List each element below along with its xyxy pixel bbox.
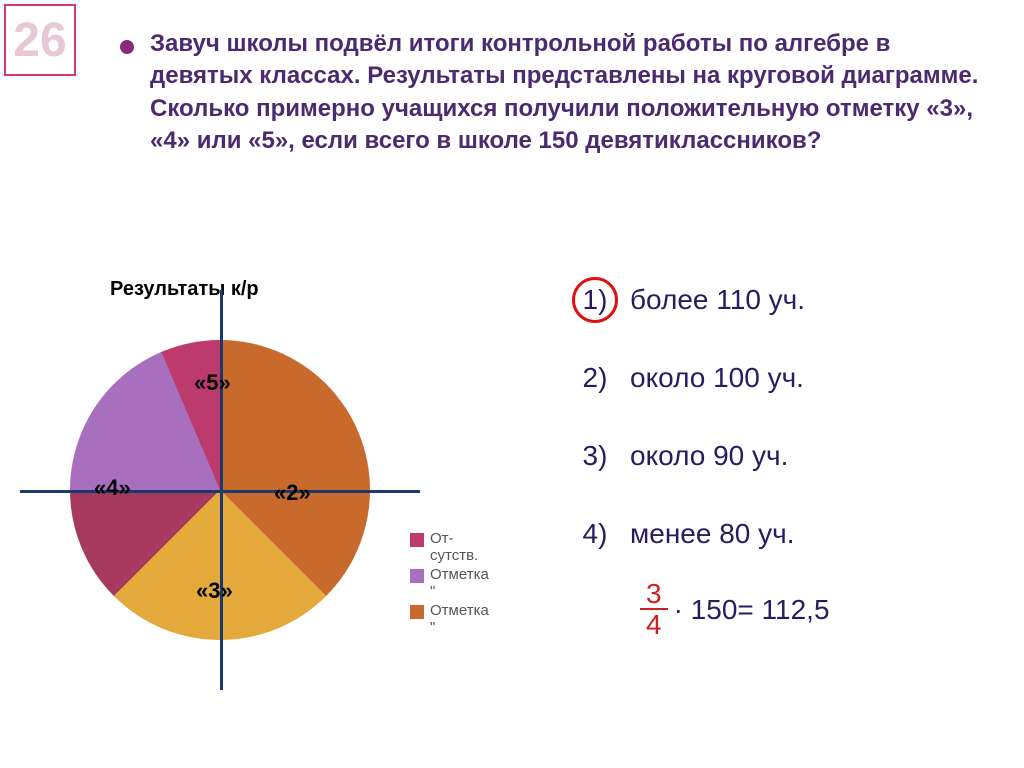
correct-circle-icon [572, 277, 618, 323]
option-text: около 90 уч. [630, 440, 788, 472]
option-row: 3) около 90 уч. [570, 431, 990, 481]
option-text: менее 80 уч. [630, 518, 795, 550]
legend-label: Отметка " [430, 566, 489, 600]
fraction: 3 4 [640, 580, 668, 641]
legend-swatch [410, 605, 424, 619]
option-text: более 110 уч. [630, 284, 805, 316]
chart-legend: От- сутств.Отметка "Отметка " [410, 530, 489, 638]
page-number: 26 [13, 13, 66, 68]
legend-swatch [410, 569, 424, 583]
option-text: около 100 уч. [630, 362, 804, 394]
slice-label: «3» [196, 578, 233, 604]
legend-label: Отметка " [430, 602, 489, 636]
slice-label: «5» [194, 370, 231, 396]
question-text: Завуч школы подвёл итоги контрольной раб… [150, 28, 990, 158]
legend-swatch [410, 533, 424, 547]
option-number: 1) [570, 275, 620, 325]
solution-line: 3 4 · 150= 112,5 [640, 580, 830, 641]
option-row: 2) около 100 уч. [570, 353, 990, 403]
option-number: 3) [570, 431, 620, 481]
legend-row: Отметка " [410, 566, 489, 600]
fraction-denominator: 4 [640, 610, 668, 641]
option-number: 2) [570, 353, 620, 403]
legend-row: От- сутств. [410, 530, 489, 564]
chart-title: Результаты к/р [110, 278, 259, 301]
option-number: 4) [570, 509, 620, 559]
bullet-icon [120, 40, 134, 54]
legend-row: Отметка " [410, 602, 489, 636]
answer-options: 1) более 110 уч. 2) около 100 уч. 3) около 90… [570, 275, 990, 587]
slice-label: «4» [94, 475, 131, 501]
axis-vertical [220, 290, 223, 690]
option-row: 1) более 110 уч. [570, 275, 990, 325]
page-number-box: 26 [4, 4, 76, 76]
pie-chart: «5» «2» «3» «4» [40, 310, 400, 670]
option-row: 4) менее 80 уч. [570, 509, 990, 559]
slice-label: «2» [274, 480, 311, 506]
fraction-numerator: 3 [640, 580, 668, 610]
legend-label: От- сутств. [430, 530, 478, 564]
solution-rest: · 150= 112,5 [674, 594, 830, 626]
